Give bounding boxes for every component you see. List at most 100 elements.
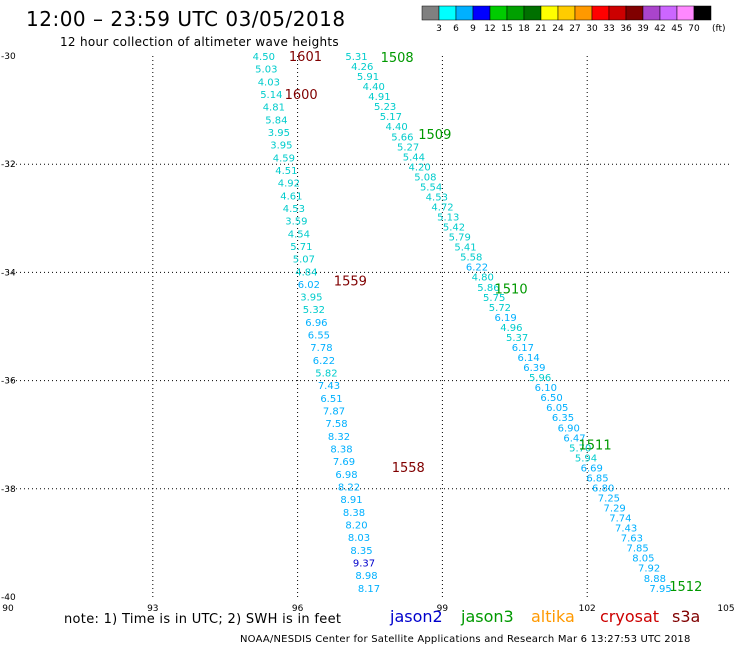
swh-value-jason3: 7.85 (626, 544, 648, 555)
x-tick-label: 90 (2, 604, 14, 614)
page-subtitle: 12 hour collection of altimeter wave hei… (60, 35, 339, 49)
legend-sat-3: altika (531, 607, 575, 626)
swh-value-jason3: 7.43 (615, 524, 637, 535)
colorbar-swatch (625, 5, 644, 21)
swh-value-s3a: 4.84 (295, 267, 317, 278)
swh-value-jason3: 5.13 (437, 213, 459, 224)
colorbar-swatch (557, 5, 576, 21)
time-label: 1559 (334, 275, 367, 290)
y-tick-label: -32 (1, 160, 16, 170)
swh-value-jason3: 5.17 (380, 112, 402, 123)
colorbar-label: 15 (501, 24, 512, 34)
colorbar-label: 45 (671, 24, 682, 34)
swh-value-jason3: 5.27 (397, 142, 419, 153)
colorbar-label: 24 (552, 24, 564, 34)
colorbar-label: 36 (620, 24, 632, 34)
swh-value-jason3: 4.72 (431, 203, 453, 214)
swh-value-jason3: 5.54 (420, 182, 442, 193)
swh-value-jason3: 6.39 (523, 363, 545, 374)
colorbar-label: 12 (484, 24, 495, 34)
colorbar-label: 42 (654, 24, 665, 34)
swh-value-jason3: 4.96 (500, 323, 522, 334)
swh-value-s3a: 4.54 (288, 229, 310, 240)
swh-value-s3a: 8.35 (350, 546, 372, 557)
swh-value-jason3: 5.44 (403, 152, 425, 163)
time-label: 1510 (495, 283, 528, 298)
swh-value-s3a: 8.91 (340, 495, 362, 506)
x-tick-label: 102 (579, 604, 596, 614)
swh-value-s3a: 8.98 (355, 571, 377, 582)
x-tick-label: 93 (147, 604, 158, 614)
swh-value-s3a: 8.03 (348, 533, 370, 544)
swh-value-s3a: 3.95 (300, 293, 322, 304)
swh-value-jason3: 6.17 (512, 343, 534, 354)
swh-value-s3a: 7.87 (323, 407, 345, 418)
colorbar-swatch (472, 5, 491, 21)
swh-value-s3a: 4.03 (258, 77, 280, 88)
swh-value-jason3: 4.40 (386, 122, 408, 133)
swh-value-s3a: 4.81 (263, 103, 285, 114)
chart-grid (8, 56, 732, 597)
time-label: 1558 (392, 461, 425, 476)
x-tick-label: 96 (292, 604, 304, 614)
swh-value-s3a: 5.32 (303, 305, 325, 316)
swh-value-jason3: 5.41 (454, 243, 476, 254)
swh-value-s3a: 3.59 (285, 217, 307, 228)
footer-credit: NOAA/NESDIS Center for Satellite Applica… (240, 634, 691, 645)
swh-value-jason3: 5.79 (449, 233, 471, 244)
swh-value-s3a: 5.84 (265, 115, 287, 126)
swh-value-jason3: 8.05 (632, 554, 654, 565)
colorbar-label: 39 (637, 24, 649, 34)
swh-value-jason3: 5.58 (460, 253, 482, 264)
colorbar-swatch (642, 5, 661, 21)
swh-value-jason3: 8.88 (644, 574, 666, 585)
y-tick-label: -38 (1, 485, 16, 495)
swh-value-s3a: 5.03 (255, 65, 277, 76)
swh-value-jason3: 6.35 (552, 413, 574, 424)
colorbar-swatch (506, 5, 525, 21)
colorbar-label: 21 (535, 24, 546, 34)
time-label: 1600 (285, 88, 318, 103)
swh-value-jason3: 4.20 (408, 162, 430, 173)
swh-value-s3a: 5.82 (315, 369, 337, 380)
legend-sat-2: jason3 (461, 607, 514, 626)
swh-value-jason3: 4.40 (363, 82, 385, 93)
time-label: 1601 (289, 50, 322, 65)
swh-value-s3a: 7.78 (310, 343, 332, 354)
swh-value-jason3: 4.26 (351, 62, 373, 73)
swh-value-jason3: 7.95 (649, 584, 671, 595)
swh-value-jason3: 5.66 (391, 132, 413, 143)
legend-sat-1: jason2 (390, 607, 443, 626)
swh-value-s3a: 5.07 (293, 255, 315, 266)
colorbar-label: 9 (470, 24, 476, 34)
colorbar-legend: 3 6 9 12 15 18 21 24 27 30 33 36 39 42 45 70 (ft) (421, 5, 726, 34)
swh-value-s3a: 6.96 (305, 318, 327, 329)
swh-value-jason3: 4.91 (368, 92, 390, 103)
y-tick-label: -30 (1, 52, 16, 62)
colorbar-label: 70 (688, 24, 700, 34)
swh-value-s3a: 6.98 (335, 470, 357, 481)
page-title: 12:00 – 23:59 UTC 03/05/2018 (26, 7, 346, 31)
swh-value-jason3: 5.23 (374, 102, 396, 113)
swh-value-jason3: 6.14 (517, 353, 539, 364)
colorbar-swatch (591, 5, 610, 21)
axis-ticks: 90 93 96 99 102 105 -30 -32 -34 -36 -38 -40 (1, 52, 735, 614)
colorbar-label: 33 (603, 24, 614, 34)
colorbar-swatch (438, 5, 457, 21)
time-label: 1509 (418, 128, 451, 143)
swh-value-s3a: 8.17 (358, 584, 380, 595)
colorbar-swatch (421, 5, 440, 21)
swh-value-jason3: 6.47 (563, 433, 585, 444)
swh-value-jason3: 5.75 (483, 293, 505, 304)
swh-value-jason3: 6.85 (586, 473, 608, 484)
swh-value-s3a: 4.92 (278, 179, 300, 190)
time-labels: 1601 1600 1559 1558 1508 1509 1510 1511 1512 (285, 50, 703, 595)
swh-value-s3a: 6.22 (313, 356, 335, 367)
swh-value-s3a: 4.61 (280, 191, 302, 202)
swh-value-jason3: 7.74 (609, 514, 631, 525)
swh-value-jason3: 5.31 (345, 52, 367, 63)
legend-sat-5: s3a (672, 607, 701, 626)
colorbar-swatch (676, 5, 695, 21)
colorbar-swatch (608, 5, 627, 21)
swh-value-jason3: 7.63 (621, 534, 643, 545)
